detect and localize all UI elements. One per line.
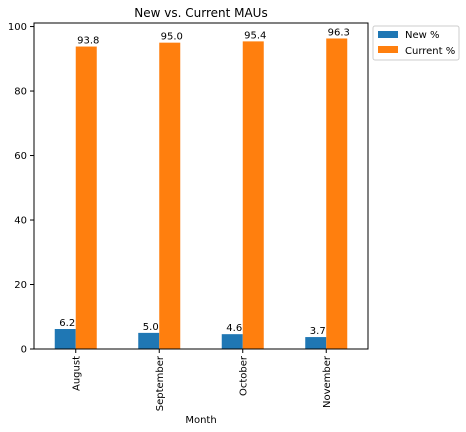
x-axis-label: Month: [185, 415, 216, 426]
x-tick-label-october: October: [238, 355, 249, 396]
y-tick-label-80: 80: [14, 87, 27, 98]
bar-current-october: [242, 41, 264, 349]
x-axis: August September October November: [71, 349, 333, 411]
data-labels-layer: 6.2 93.8 5.0 95.0 4.6 95.4 3.7 96.3: [59, 27, 350, 337]
x-tick-label-september: September: [155, 355, 166, 411]
x-tick-label-august: August: [71, 356, 82, 391]
bar-new-august: [54, 329, 76, 349]
legend: New % Current %: [372, 25, 460, 61]
y-tick-label-40: 40: [14, 216, 27, 227]
y-axis: 0 20 40 60 80 100: [8, 22, 34, 356]
bar-new-october: [221, 334, 243, 349]
y-tick-label-0: 0: [21, 345, 27, 356]
data-label-new-october: 4.6: [226, 323, 242, 334]
legend-swatch-current: [378, 46, 398, 53]
chart-title: New vs. Current MAUs: [134, 6, 267, 20]
y-tick-label-60: 60: [14, 151, 27, 162]
data-label-current-august: 93.8: [77, 36, 99, 47]
data-label-current-september: 95.0: [161, 32, 183, 43]
legend-label-new: New %: [405, 30, 440, 41]
data-label-new-august: 6.2: [59, 318, 75, 329]
y-tick-label-20: 20: [14, 280, 27, 291]
bar-current-september: [159, 42, 181, 349]
legend-swatch-new: [378, 31, 398, 38]
x-tick-label-november: November: [322, 355, 333, 408]
data-label-new-november: 3.7: [310, 326, 326, 337]
data-label-new-september: 5.0: [143, 322, 159, 333]
data-label-current-november: 96.3: [328, 27, 350, 38]
bars-layer: [54, 38, 348, 350]
bar-new-september: [138, 332, 160, 349]
data-label-current-october: 95.4: [244, 30, 266, 41]
bar-new-november: [305, 337, 327, 349]
y-tick-label-100: 100: [8, 22, 27, 33]
plot-frame: [33, 22, 369, 350]
bar-current-november: [326, 38, 348, 349]
legend-label-current: Current %: [405, 46, 455, 57]
bar-current-august: [75, 46, 97, 350]
